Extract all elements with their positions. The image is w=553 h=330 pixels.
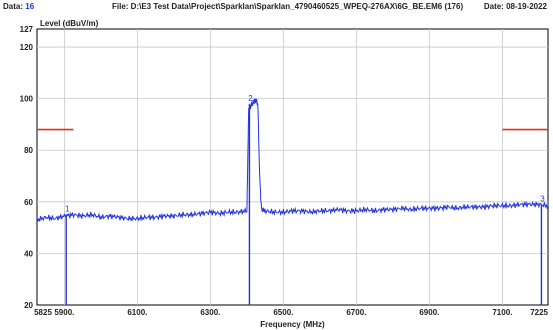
file-path: File: D:\E3 Test Data\Project\Sparklan\S…: [112, 2, 464, 11]
x-tick-label: 7225: [530, 308, 548, 317]
x-tick-label: 5825: [34, 308, 52, 317]
y-tick-label: 40: [24, 249, 33, 258]
y-tick-label: 80: [24, 146, 33, 155]
measurement-trace: [36, 97, 549, 222]
data-index: Data: 16: [3, 2, 34, 11]
x-tick-label: 6700.: [346, 308, 366, 317]
x-tick-label: 7100.: [492, 308, 512, 317]
data-value: 16: [25, 2, 35, 11]
x-tick-label: 6500.: [273, 308, 293, 317]
y-tick-label: 127: [20, 25, 34, 34]
y-tick-label: 100: [20, 95, 34, 104]
plot-frame: [36, 28, 549, 306]
x-tick-label: 6100.: [127, 308, 147, 317]
y-tick-label: 20: [24, 301, 33, 310]
x-tick-label: 6300.: [200, 308, 220, 317]
report-date: Date: 08-19-2022: [483, 2, 547, 11]
marker-label: 1: [65, 205, 70, 214]
x-axis-title: Frequency (MHz): [260, 320, 325, 329]
marker-label: 3: [540, 194, 545, 203]
y-tick-label: 120: [20, 43, 34, 52]
y-axis-title: Level (dBuV/m): [40, 19, 99, 28]
x-tick-label: 6900.: [419, 308, 439, 317]
marker-label: 2: [248, 94, 253, 103]
y-tick-label: 60: [24, 198, 33, 207]
data-label: Data:: [3, 2, 24, 11]
x-tick-label: 5900.: [54, 308, 74, 317]
